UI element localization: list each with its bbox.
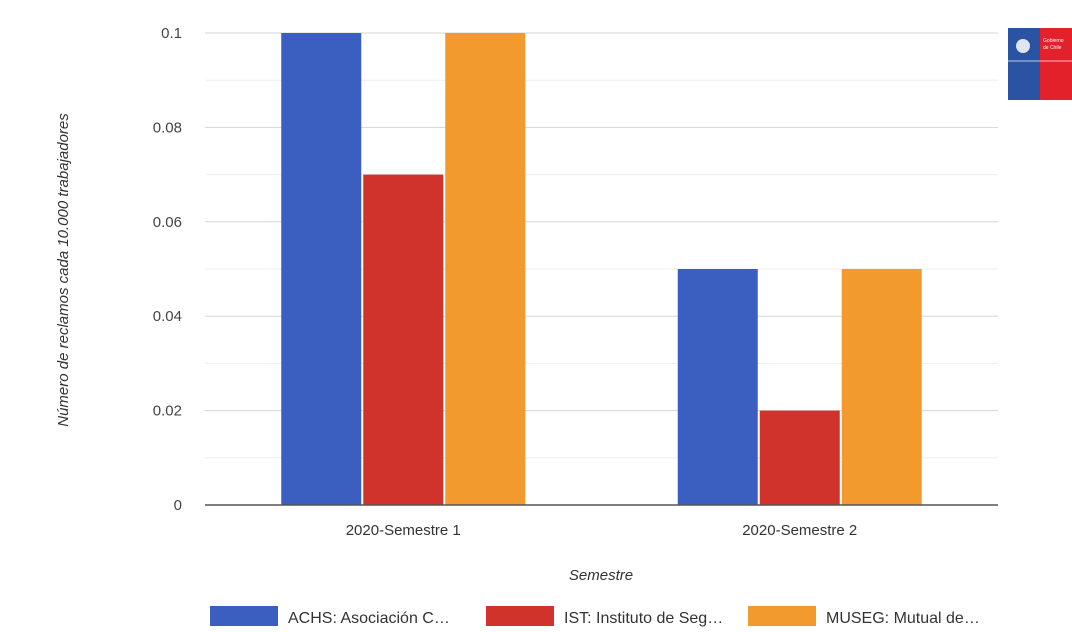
y-tick-label: 0.06 [153, 214, 182, 231]
bar [281, 33, 362, 505]
y-tick-label: 0.1 [161, 25, 182, 42]
legend-label: ACHS: Asociación C… [288, 610, 450, 627]
logo-white-strip [1008, 60, 1072, 62]
gobierno-de-chile-logo: Gobierno de Chile [1008, 28, 1072, 100]
bar [677, 269, 758, 505]
logo-text-line2: de Chile [1043, 45, 1062, 51]
bars [281, 33, 922, 505]
bar [841, 269, 922, 505]
legend-swatch [748, 606, 816, 626]
axes: 0 0.02 0.04 0.06 0.08 0.1 2020-Semestre 1 2020-… [153, 25, 998, 539]
legend-swatch [210, 606, 278, 626]
bar [759, 410, 840, 505]
bar [363, 174, 444, 505]
logo-red-panel [1040, 28, 1072, 100]
y-tick-label: 0 [174, 497, 182, 514]
y-tick-label: 0.02 [153, 403, 182, 420]
y-tick-label: 0.04 [153, 308, 182, 325]
logo-text-line1: Gobierno [1043, 38, 1064, 44]
logo-blue-panel [1008, 28, 1040, 100]
legend-label: IST: Instituto de Seg… [564, 610, 723, 627]
y-tick-label: 0.08 [153, 119, 182, 136]
legend-label: MUSEG: Mutual de… [826, 610, 980, 627]
legend-swatch [486, 606, 554, 626]
coat-of-arms-icon [1016, 39, 1030, 53]
bar [445, 33, 526, 505]
legend: ACHS: Asociación C… IST: Instituto de Seg… [210, 606, 980, 627]
x-tick-label: 2020-Semestre 2 [742, 522, 857, 539]
y-axis-title: Número de reclamos cada 10.000 trabajado… [55, 113, 72, 427]
x-tick-label: 2020-Semestre 1 [346, 522, 461, 539]
x-axis-title: Semestre [569, 567, 633, 584]
